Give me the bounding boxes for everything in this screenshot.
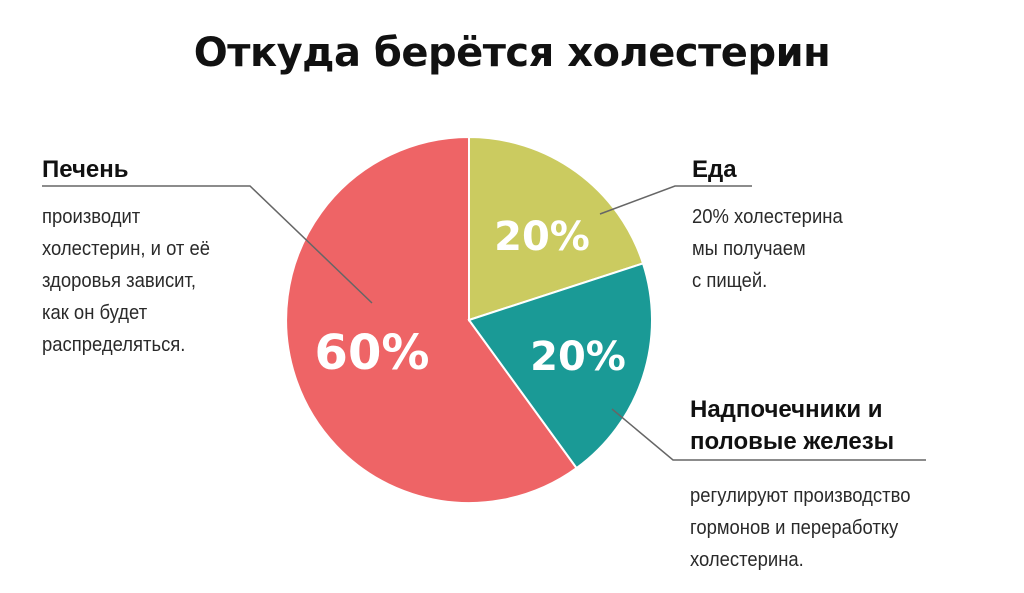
glands-line: регулируют производство — [690, 484, 911, 507]
liver-heading: Печень — [42, 156, 129, 183]
glands-heading: Надпочечники и половые железы — [690, 394, 894, 458]
glands-description: регулируют производство гормонов и перер… — [690, 480, 910, 576]
leader-line-glands — [611, 408, 926, 461]
liver-line: распределяться. — [42, 333, 186, 356]
leader-line-food — [599, 185, 752, 215]
liver-line: производит — [42, 205, 141, 228]
slice-glands — [467, 262, 653, 470]
liver-description: производит холестерин, и от её здоровья … — [42, 201, 210, 361]
liver-line: здоровья зависит, — [42, 269, 197, 292]
food-heading: Еда — [692, 156, 737, 183]
leader-line-liver — [42, 185, 373, 304]
slice-liver — [285, 135, 578, 504]
liver-line: холестерин, и от её — [42, 237, 211, 260]
food-line: мы получаем — [692, 237, 806, 260]
glands-line: холестерина. — [690, 548, 804, 571]
glands-line: гормонов и переработку — [690, 516, 899, 539]
slice-food — [468, 135, 645, 322]
food-description: 20% холестерина мы получаем с пищей. — [692, 201, 843, 297]
glands-heading-line: Надпочечники и — [690, 396, 883, 423]
food-line: 20% холестерина — [692, 205, 843, 228]
slice-label-glands: 20% — [530, 334, 626, 380]
glands-heading-line: половые железы — [690, 428, 895, 455]
chart-title: Откуда берётся холестерин — [193, 30, 831, 76]
food-line: с пищей. — [692, 269, 768, 292]
slice-label-food: 20% — [494, 214, 590, 260]
slice-label-liver: 60% — [315, 325, 430, 381]
liver-line: как он будет — [42, 301, 148, 324]
